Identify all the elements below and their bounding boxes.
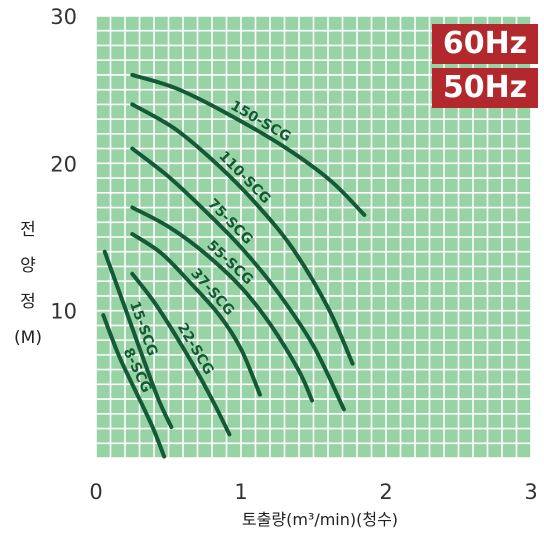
x-tick-label: 2 bbox=[379, 480, 392, 504]
y-tick-label: 20 bbox=[50, 152, 77, 176]
y-axis-label-line: 전 bbox=[20, 220, 36, 240]
x-axis-label: 토출량(m³/min)(청수) bbox=[241, 510, 399, 529]
series-lines bbox=[101, 72, 367, 459]
series-line-15-scg bbox=[102, 249, 174, 430]
series-line-110-scg bbox=[130, 102, 355, 366]
y-axis-ticks: 10 20 30 bbox=[50, 5, 77, 324]
y-tick-label: 30 bbox=[50, 5, 77, 29]
series-line-75-scg bbox=[130, 146, 346, 412]
y-axis-label: 전 양 정 (M) bbox=[8, 212, 48, 356]
x-tick-label: 1 bbox=[234, 480, 247, 504]
badge-60hz: 60Hz bbox=[432, 24, 538, 64]
y-axis-label-line: 정 bbox=[20, 292, 36, 312]
series-line-150-scg bbox=[130, 72, 367, 217]
x-tick-label: 0 bbox=[89, 480, 102, 504]
gridlines bbox=[95, 15, 532, 459]
series-line-55-scg bbox=[130, 205, 314, 403]
x-tick-label: 3 bbox=[524, 480, 537, 504]
series-line-22-scg bbox=[130, 271, 232, 437]
series-line-8-scg bbox=[101, 313, 167, 459]
y-axis-label-line: 양 bbox=[20, 256, 36, 276]
y-axis-label-line: (M) bbox=[14, 328, 42, 348]
badge-50hz: 50Hz bbox=[432, 68, 538, 108]
x-axis-ticks: 0 1 2 3 bbox=[89, 480, 537, 504]
y-tick-label: 10 bbox=[50, 300, 77, 324]
series-line-37-scg bbox=[130, 232, 262, 397]
